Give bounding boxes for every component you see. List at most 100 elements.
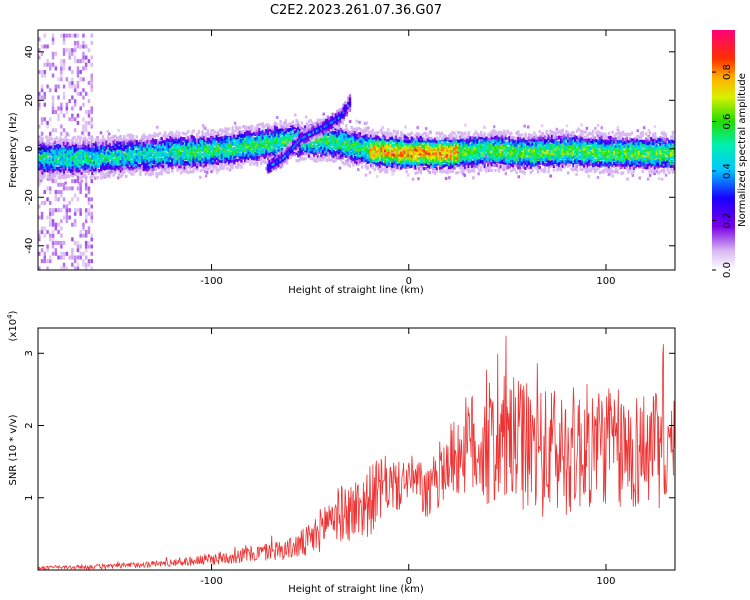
spectrogram-cell bbox=[160, 164, 163, 168]
spectrogram-cell bbox=[362, 146, 366, 150]
spectrogram-cell bbox=[345, 133, 348, 137]
spectrogram-cell bbox=[531, 137, 534, 141]
spectrogram-cell bbox=[78, 169, 82, 173]
spectrogram-cell bbox=[524, 166, 527, 170]
spectrogram-cell bbox=[238, 153, 241, 157]
spectrogram-cell bbox=[82, 95, 85, 100]
spectrogram-cell bbox=[478, 133, 481, 137]
spectrogram-cell bbox=[494, 160, 497, 164]
spectrogram-cell bbox=[616, 128, 620, 131]
spectrogram-cell bbox=[380, 161, 383, 165]
spectrogram-cell bbox=[495, 132, 499, 136]
spectrogram-cell bbox=[125, 174, 128, 178]
spectrogram-cell bbox=[297, 130, 300, 135]
spectrogram-cell bbox=[226, 145, 229, 149]
spectrogram-cell bbox=[469, 148, 472, 152]
spectrogram-cell bbox=[451, 135, 454, 139]
spectrogram-cell bbox=[373, 145, 376, 149]
spectrogram-cell bbox=[256, 135, 259, 140]
spectrogram-cell bbox=[348, 148, 351, 152]
spectrogram-cell bbox=[508, 157, 511, 161]
spectrogram-cell bbox=[162, 147, 165, 151]
spectrogram-cell bbox=[201, 141, 204, 145]
spectrogram-cell bbox=[172, 146, 176, 150]
spectrogram-cell bbox=[181, 147, 185, 151]
spectrogram-cell bbox=[527, 162, 531, 166]
spectrogram-cell bbox=[251, 153, 254, 158]
spectrogram-cell bbox=[426, 151, 430, 155]
spectrogram-cell bbox=[105, 157, 108, 161]
spectrogram-cell bbox=[75, 163, 78, 167]
spectrogram-cell bbox=[259, 139, 263, 143]
spectrogram-cell bbox=[657, 177, 661, 180]
spectrogram-cell bbox=[117, 135, 121, 139]
spectrogram-cell bbox=[261, 154, 264, 158]
spectrogram-cell bbox=[254, 126, 257, 130]
spectrogram-cell bbox=[82, 226, 85, 231]
spectrogram-cell bbox=[55, 149, 59, 153]
spectrogram-cell bbox=[227, 161, 231, 165]
spectrogram-cell bbox=[396, 155, 399, 159]
spectrogram-cell bbox=[222, 140, 225, 144]
spectrogram-cell bbox=[174, 165, 178, 169]
spectrogram-cell bbox=[480, 140, 483, 144]
spectrogram-cell bbox=[74, 270, 77, 274]
spectrogram-cell bbox=[307, 147, 311, 151]
spectrogram-cell bbox=[336, 134, 339, 138]
spectrogram-cell bbox=[190, 157, 193, 161]
spectrogram-cell bbox=[375, 175, 379, 179]
spectrogram-cell bbox=[54, 154, 57, 158]
spectrogram-cell bbox=[428, 152, 431, 156]
spectrogram-cell bbox=[302, 157, 305, 161]
spectrogram-cell bbox=[510, 138, 513, 142]
spectrogram-cell bbox=[504, 172, 508, 176]
spectrogram-cell bbox=[158, 150, 162, 154]
spectrogram-cell bbox=[492, 159, 495, 163]
spectrogram-cell bbox=[114, 166, 117, 170]
spectrogram-cell bbox=[139, 164, 142, 168]
spectrogram-cell bbox=[325, 137, 328, 141]
spectrogram-cell bbox=[316, 151, 320, 155]
spectrogram-cell bbox=[90, 62, 93, 67]
spectrogram-cell bbox=[44, 270, 47, 274]
spectrogram-cell bbox=[114, 147, 117, 151]
spectrogram-cell bbox=[520, 147, 524, 151]
spectrogram-cell bbox=[488, 131, 492, 136]
spectrogram-cell bbox=[119, 160, 122, 164]
spectrogram-cell bbox=[355, 144, 359, 148]
spectrogram-cell bbox=[533, 138, 536, 142]
spectrogram-cell bbox=[357, 141, 360, 145]
spectrogram-cell bbox=[398, 160, 401, 164]
spectrogram-cell bbox=[236, 163, 240, 167]
spectrogram-cell bbox=[270, 147, 273, 151]
spectrogram-cell bbox=[45, 142, 48, 146]
spectrogram-cell bbox=[149, 158, 153, 162]
spectrogram-cell bbox=[49, 237, 52, 242]
spectrogram-cell bbox=[453, 139, 456, 143]
spectrogram-cell bbox=[357, 162, 360, 166]
spectrogram-cell bbox=[39, 167, 43, 171]
spectrogram-cell bbox=[180, 144, 183, 149]
spectrogram-cell bbox=[442, 139, 446, 143]
spectrogram-cell bbox=[506, 129, 509, 133]
spectrogram-cell bbox=[217, 137, 220, 141]
spectrogram-cell bbox=[65, 186, 69, 191]
spectrogram-cell bbox=[375, 137, 378, 141]
spectrogram-cell bbox=[50, 148, 53, 153]
spectrogram-cell bbox=[128, 147, 131, 151]
spectrogram-cell bbox=[62, 95, 66, 100]
spectrogram-cell bbox=[202, 126, 206, 130]
spectrogram-cell bbox=[492, 147, 495, 151]
spectrogram-cell bbox=[362, 150, 366, 154]
spectrogram-cell bbox=[291, 132, 295, 137]
spectrogram-cell bbox=[529, 161, 533, 165]
spectrogram-cell bbox=[306, 151, 309, 155]
spectrogram-cell bbox=[384, 170, 387, 174]
spectrogram-cell bbox=[51, 95, 55, 100]
spectrogram-cell bbox=[59, 159, 62, 163]
spectrogram-cell bbox=[511, 140, 515, 144]
spectrogram-cell bbox=[297, 154, 300, 158]
spectrogram-cell bbox=[503, 135, 506, 139]
spectrogram-cell bbox=[64, 158, 67, 162]
spectrogram-cell bbox=[412, 162, 415, 166]
